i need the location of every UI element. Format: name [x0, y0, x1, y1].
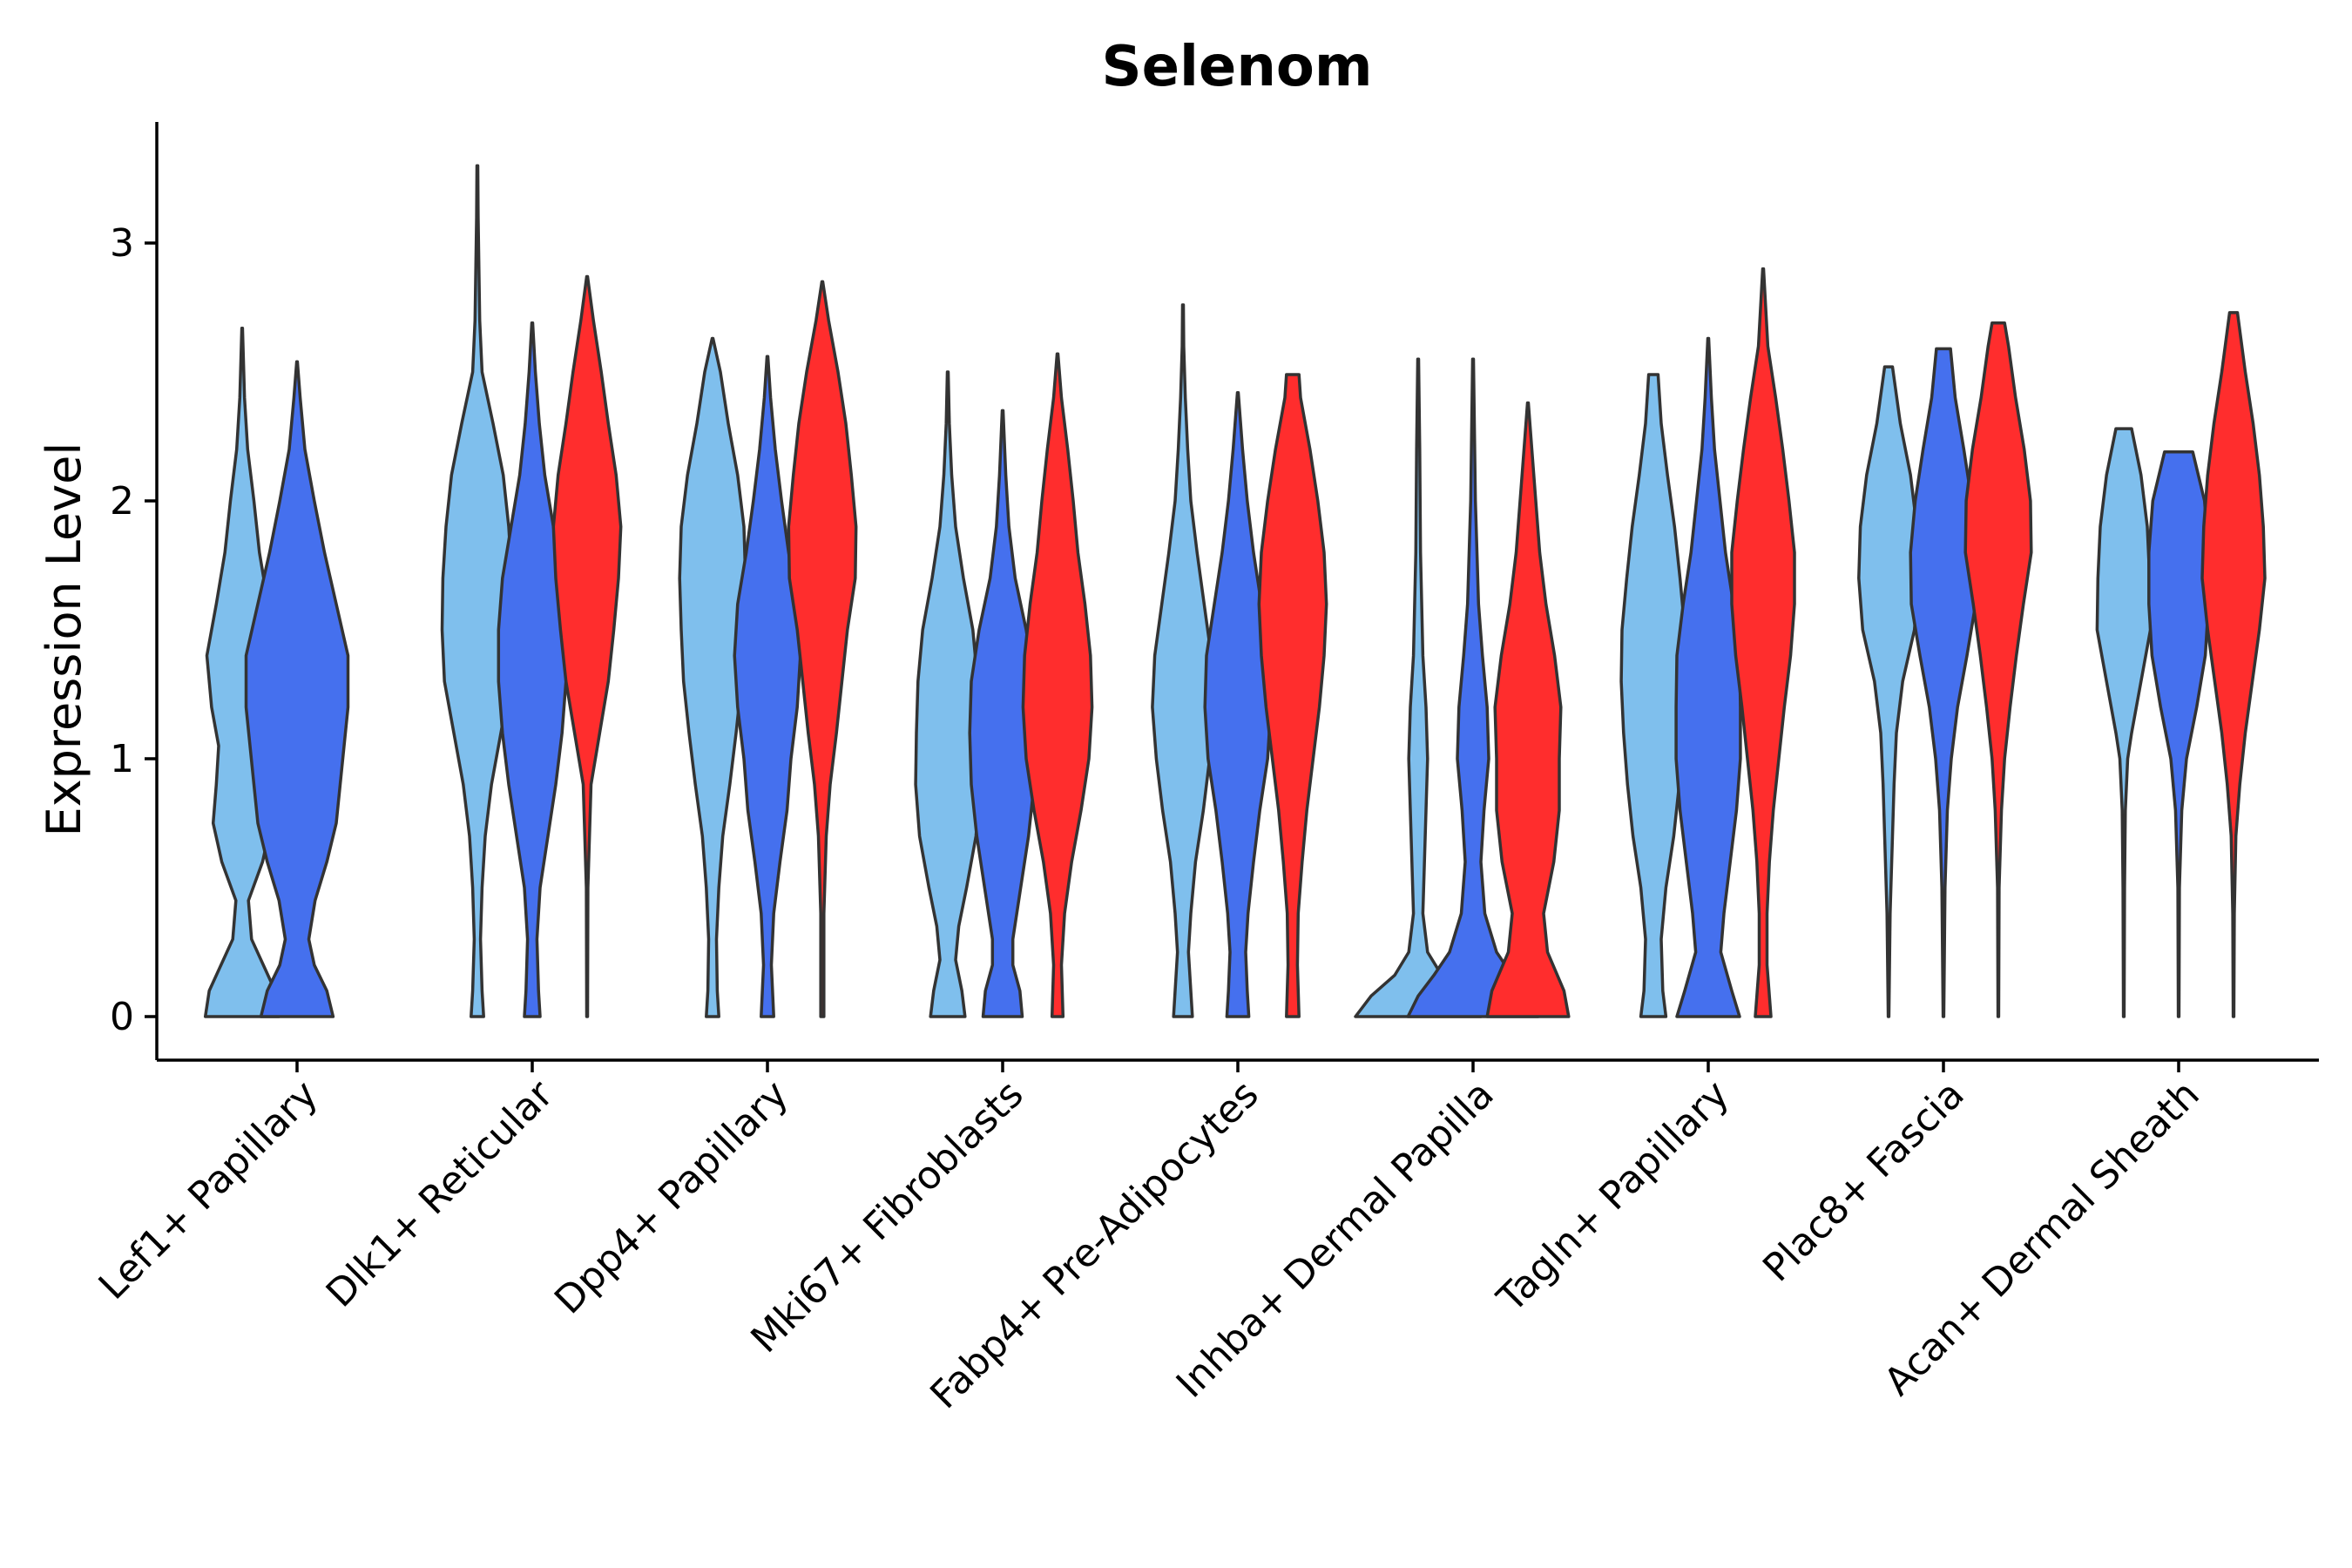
violin-4-C [1021, 352, 1094, 1018]
violin-2-B [497, 321, 568, 1018]
violin-6-A [1354, 357, 1483, 1018]
violin-2-C [551, 274, 623, 1018]
violin-7-A [1619, 373, 1687, 1018]
violin-9-B [2147, 450, 2210, 1018]
violin-7-B [1674, 336, 1742, 1018]
violin-7-C [1730, 267, 1796, 1018]
violin-5-C [1257, 373, 1328, 1018]
y-axis-label: Expression Level [37, 443, 91, 837]
violin-2-A [440, 164, 515, 1018]
violin-5-B [1203, 390, 1273, 1018]
violin-3-C [787, 280, 858, 1018]
violin-4-B [968, 409, 1037, 1018]
violin-8-C [1963, 321, 2033, 1018]
violin-3-A [678, 336, 747, 1018]
violin-6-C [1485, 401, 1571, 1018]
y-tick-label: 3 [110, 221, 134, 266]
chart-title: Selenom [1101, 35, 1372, 99]
violin-1-B [244, 360, 350, 1018]
y-tick-label: 0 [110, 995, 134, 1039]
violin-8-A [1857, 365, 1920, 1018]
y-tick-label: 1 [110, 737, 134, 781]
violin-9-A [2095, 427, 2153, 1018]
violin-3-B [733, 355, 802, 1018]
violin-group [203, 164, 2267, 1018]
violin-6-B [1406, 357, 1540, 1018]
violin-5-A [1151, 303, 1215, 1018]
violin-9-C [2200, 311, 2267, 1018]
y-tick-label: 2 [110, 479, 134, 524]
violin-8-B [1909, 347, 1978, 1018]
